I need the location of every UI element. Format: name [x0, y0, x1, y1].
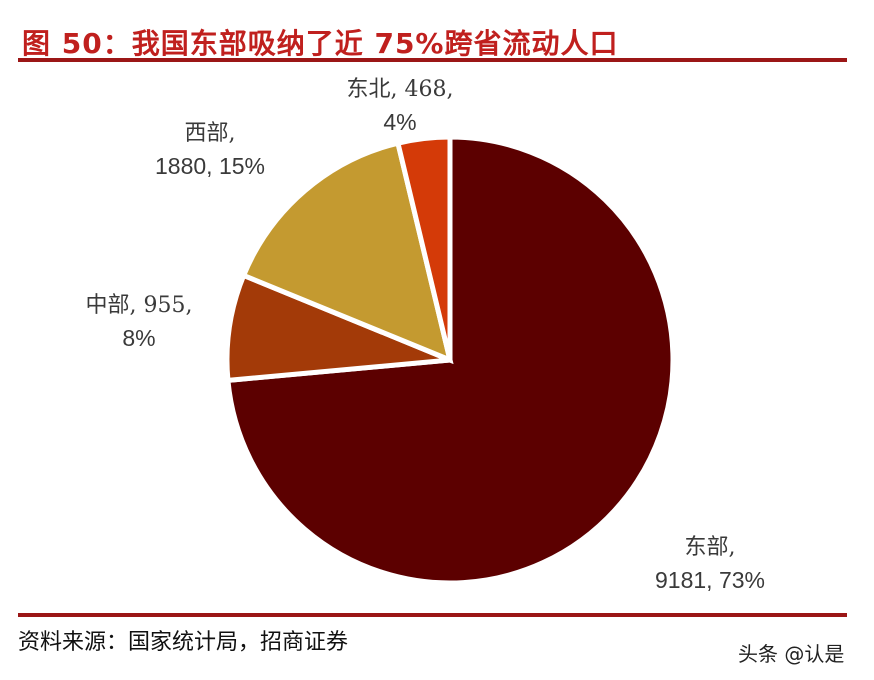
label-northeast: 东北, 468, 4% — [346, 77, 454, 135]
title-divider — [18, 58, 847, 62]
slice-west — [240, 140, 454, 365]
label-central: 中部, 955, 8% — [85, 293, 193, 351]
watermark: 头条 @认是 — [738, 642, 845, 666]
label-west: 西部, 1880, 15% — [155, 121, 265, 179]
source-divider — [18, 613, 847, 617]
pie-slices — [224, 134, 676, 586]
label-east: 东部, 9181, 73% — [655, 535, 765, 593]
source-note: 资料来源：国家统计局，招商证券 — [18, 630, 349, 655]
chart-title: 图 50：我国东部吸纳了近 75%跨省流动人口 — [22, 27, 619, 60]
slice-northeast — [394, 134, 453, 361]
